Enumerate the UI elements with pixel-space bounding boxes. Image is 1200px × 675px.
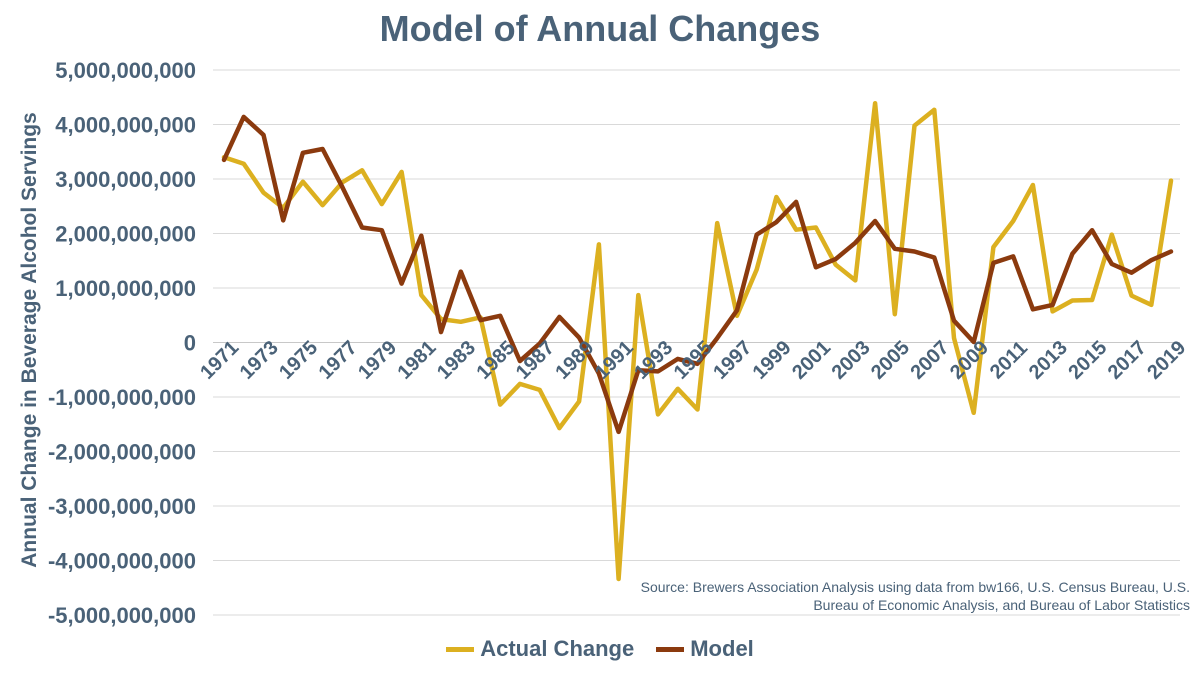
y-tick-label: -3,000,000,000 [48, 494, 196, 519]
y-tick-label: 1,000,000,000 [55, 276, 196, 301]
x-tick-label: 2009 [946, 337, 993, 384]
x-tick-label: 2003 [828, 337, 875, 384]
x-tick-label: 2011 [986, 337, 1032, 383]
y-tick-label: 2,000,000,000 [55, 222, 196, 247]
y-tick-label: -1,000,000,000 [48, 385, 196, 410]
series-lines [221, 100, 1174, 582]
x-tick-label: 1977 [315, 337, 362, 384]
x-tick-label: 1999 [749, 337, 796, 384]
y-axis-label: Annual Change in Beverage Alcohol Servin… [18, 112, 41, 568]
y-tick-label: 0 [184, 331, 196, 356]
legend-item-actual: Actual Change [446, 636, 634, 662]
x-tick-label: 1997 [709, 337, 756, 384]
x-tick-label: 1983 [433, 337, 480, 384]
legend-label-model: Model [690, 636, 754, 661]
x-tick-label: 1971 [196, 337, 243, 384]
x-tick-label: 2001 [788, 337, 835, 384]
x-tick-label: 2013 [1025, 337, 1072, 384]
x-tick-label: 1975 [275, 337, 322, 384]
legend-swatch-model [656, 646, 685, 652]
x-tick-label: 2015 [1064, 337, 1111, 384]
x-tick-label: 1981 [394, 337, 441, 384]
y-tick-label: 4,000,000,000 [55, 113, 196, 138]
series-line-model [221, 114, 1174, 435]
x-tick-label: 2017 [1104, 337, 1151, 384]
y-tick-label: 3,000,000,000 [55, 167, 196, 192]
y-tick-label: -4,000,000,000 [48, 549, 196, 574]
x-tick-label: 1995 [670, 337, 717, 384]
x-tick-label: 1987 [512, 337, 559, 384]
legend-swatch-actual [446, 646, 475, 652]
x-tick-label: 2005 [867, 337, 914, 384]
y-tick-label: -5,000,000,000 [48, 603, 196, 628]
y-tick-label: 5,000,000,000 [55, 58, 196, 83]
x-tick-label: 2007 [906, 337, 953, 384]
y-axis-ticks: 5,000,000,000 4,000,000,000 3,000,000,000 2… [48, 58, 196, 628]
chart-title: Model of Annual Changes [379, 8, 821, 49]
y-tick-label: -2,000,000,000 [48, 440, 196, 465]
gridlines [213, 69, 1180, 616]
legend-item-model: Model [656, 636, 754, 662]
legend: Actual Change Model [0, 636, 1200, 662]
legend-label-actual: Actual Change [480, 636, 635, 661]
series-line-actual-change [221, 100, 1174, 582]
x-tick-label: 2019 [1143, 337, 1190, 384]
source-annotation: Source: Brewers Association Analysis usi… [640, 579, 1190, 613]
x-tick-label: 1973 [236, 337, 283, 384]
x-axis-ticks: 1971197319751977197919811983198519871989… [196, 337, 1190, 384]
x-tick-label: 1979 [354, 337, 401, 384]
